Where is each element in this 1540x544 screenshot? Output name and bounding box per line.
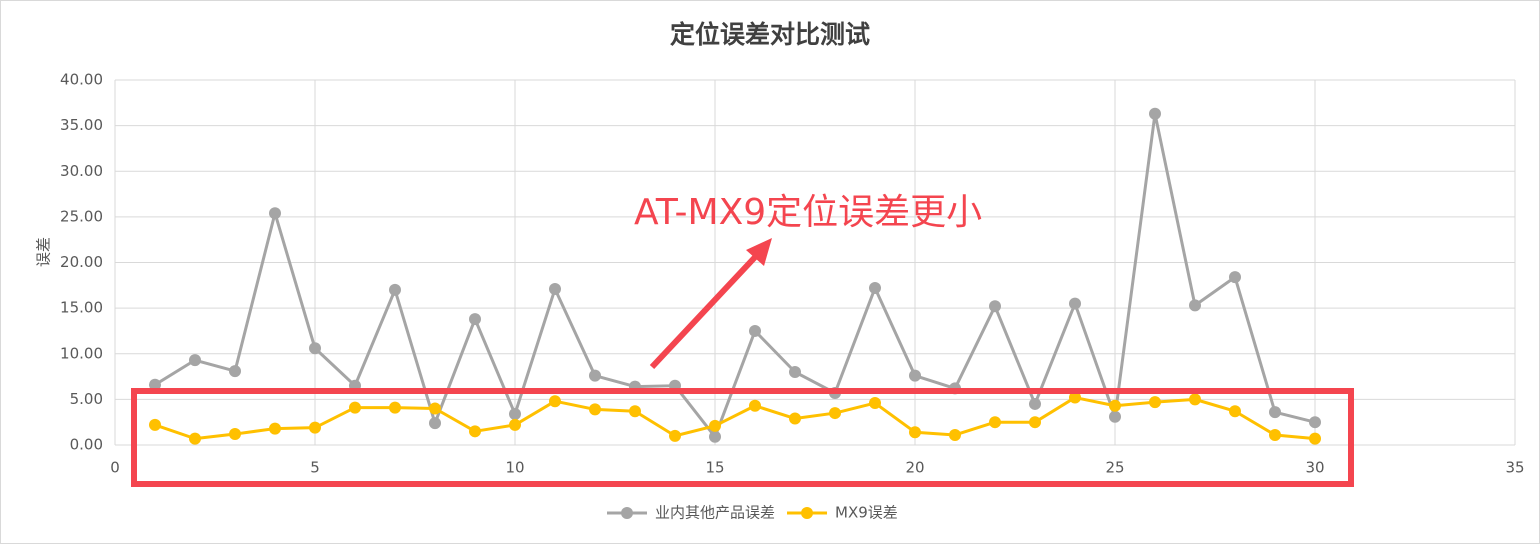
data-point: [709, 419, 721, 432]
data-point: [229, 428, 241, 441]
data-point: [629, 405, 641, 418]
x-tick-label: 0: [110, 459, 120, 477]
data-point: [829, 407, 841, 420]
data-point: [869, 282, 881, 295]
data-point: [1069, 297, 1081, 310]
data-point: [1229, 271, 1241, 284]
data-point: [1109, 410, 1121, 423]
annotation-arrow: [649, 251, 761, 370]
data-point: [429, 402, 441, 415]
data-point: [789, 366, 801, 378]
x-tick-label: 30: [1305, 459, 1324, 477]
x-tick-label: 25: [1105, 459, 1124, 477]
series-line: [154, 396, 1316, 441]
y-tick-label: 5.00: [70, 390, 103, 408]
data-point: [389, 283, 401, 296]
data-point: [1269, 406, 1281, 419]
data-point: [1029, 416, 1041, 429]
annotation: AT-MX9定位误差更小: [634, 192, 982, 233]
data-point: [1029, 397, 1041, 410]
data-point: [989, 416, 1001, 429]
y-tick-label: 40.00: [60, 71, 103, 89]
data-point: [349, 401, 361, 414]
x-tick-label: 5: [310, 459, 320, 477]
data-point: [669, 429, 681, 442]
data-point: [469, 313, 481, 326]
data-point: [789, 412, 801, 425]
data-point: [509, 407, 521, 420]
legend: 业内其他产品误差 MX9误差: [607, 504, 898, 522]
data-point: [469, 425, 481, 438]
legend-marker: [801, 507, 814, 519]
y-tick-label: 20.00: [60, 253, 103, 271]
data-point: [269, 207, 281, 220]
data-point: [1109, 399, 1121, 412]
y-tick-label: 30.00: [60, 162, 103, 180]
y-tick-label: 25.00: [60, 207, 103, 225]
plot-area: 0.00 5.00 10.00 15.00 20.00 25.00 30.00 35.00 40…: [60, 71, 1525, 477]
data-point: [549, 282, 561, 295]
y-tick-label: 35.00: [60, 116, 103, 134]
series-line: [154, 112, 1316, 439]
y-tick-label: 15.00: [60, 299, 103, 317]
y-tick-label: 0.00: [70, 436, 103, 454]
data-point: [229, 365, 241, 378]
data-point: [149, 378, 161, 391]
data-point: [589, 369, 601, 382]
data-point: [389, 401, 401, 414]
data-point: [1309, 416, 1321, 429]
data-point: [1069, 391, 1081, 404]
data-point: [509, 418, 521, 431]
data-point: [1309, 432, 1321, 445]
data-point: [269, 422, 281, 435]
legend-marker: [621, 507, 633, 519]
data-point: [1149, 396, 1161, 409]
data-point: [909, 369, 921, 382]
data-point: [1269, 428, 1281, 441]
data-point: [1189, 393, 1201, 406]
data-point: [549, 395, 561, 408]
data-point: [989, 300, 1001, 313]
data-point: [1149, 107, 1161, 120]
data-point: [589, 403, 601, 416]
data-point: [749, 399, 761, 412]
data-point: [949, 428, 961, 441]
data-point: [429, 417, 441, 430]
data-point: [149, 418, 161, 431]
highlight-box: [131, 388, 1354, 487]
x-tick-label: 15: [705, 459, 724, 477]
data-point: [309, 421, 321, 434]
data-point: [1189, 299, 1201, 312]
arrow-head: [746, 238, 772, 266]
x-tick-label: 10: [505, 459, 524, 477]
legend-label: MX9误差: [835, 504, 898, 522]
y-axis-label: 误差: [35, 237, 53, 267]
data-point: [1229, 405, 1241, 418]
x-tick-label: 20: [905, 459, 924, 477]
data-point: [189, 354, 201, 367]
x-tick-label: 35: [1505, 459, 1524, 477]
data-point: [749, 324, 761, 337]
data-point: [869, 397, 881, 410]
data-point: [189, 432, 201, 445]
chart-title: 定位误差对比测试: [670, 20, 870, 49]
data-point: [309, 342, 321, 355]
data-point: [709, 430, 721, 443]
legend-label: 业内其他产品误差: [655, 504, 775, 522]
y-tick-label: 10.00: [60, 344, 103, 362]
data-point: [909, 426, 921, 439]
